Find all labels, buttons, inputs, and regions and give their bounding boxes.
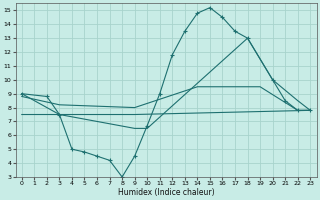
X-axis label: Humidex (Indice chaleur): Humidex (Indice chaleur)	[118, 188, 214, 197]
